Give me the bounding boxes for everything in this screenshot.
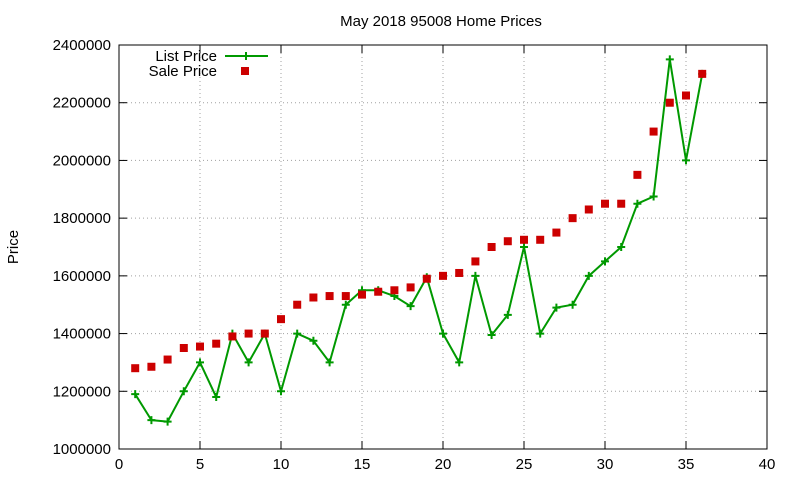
list-price-point bbox=[244, 358, 253, 367]
legend: List Price Sale Price bbox=[149, 48, 268, 80]
sale-price-point bbox=[503, 237, 512, 246]
sale-price-point bbox=[341, 292, 350, 301]
list-price-point bbox=[601, 257, 609, 266]
x-tick-label: 20 bbox=[435, 456, 452, 473]
list-price-point bbox=[212, 393, 221, 402]
sale-price-point bbox=[665, 98, 674, 107]
list-price-point bbox=[552, 303, 561, 312]
y-tick-label: 1000000 bbox=[53, 441, 111, 458]
sale-price-point bbox=[584, 205, 593, 214]
sale-price-point bbox=[422, 274, 431, 283]
list-price-point bbox=[147, 416, 156, 425]
sale-price-point bbox=[471, 257, 480, 266]
list-price-line bbox=[134, 58, 704, 423]
y-tick-label: 2400000 bbox=[53, 37, 111, 54]
list-price-point bbox=[325, 358, 334, 367]
list-price-point bbox=[309, 336, 318, 345]
sale-price-point bbox=[455, 268, 464, 277]
sale-price-point bbox=[649, 127, 658, 136]
list-price-point bbox=[617, 243, 626, 251]
sale-price-point bbox=[131, 364, 140, 373]
x-tick-label: 40 bbox=[759, 456, 776, 473]
list-price-point bbox=[341, 300, 350, 309]
list-price-point bbox=[406, 302, 415, 311]
list-price-point bbox=[277, 387, 285, 396]
axis-ticks: 1000000 1200000 1400000 1600000 1800000 20000… bbox=[53, 37, 776, 473]
sale-price-point bbox=[487, 243, 496, 251]
sale-price-point bbox=[568, 214, 577, 223]
legend-label-list-price: List Price bbox=[155, 48, 217, 65]
sale-price-point bbox=[682, 91, 690, 100]
sale-price-point bbox=[212, 339, 221, 348]
y-tick-label: 1600000 bbox=[53, 268, 111, 285]
sale-price-point bbox=[325, 292, 334, 301]
x-tick-label: 30 bbox=[597, 456, 614, 473]
list-price-point bbox=[439, 329, 447, 338]
x-tick-label: 35 bbox=[678, 456, 695, 473]
sale-price-point bbox=[552, 228, 561, 237]
sale-price-point bbox=[617, 199, 626, 208]
sale-price-point bbox=[520, 235, 528, 244]
x-tick-label: 15 bbox=[354, 456, 371, 473]
legend-marker-sale-price bbox=[241, 67, 249, 75]
series bbox=[131, 55, 707, 426]
list-price-point bbox=[568, 300, 577, 309]
y-tick-label: 2200000 bbox=[53, 95, 111, 112]
sale-price-point bbox=[228, 332, 237, 341]
y-tick-label: 1800000 bbox=[53, 210, 111, 227]
grid bbox=[119, 45, 767, 449]
sale-price-point bbox=[179, 344, 188, 352]
sale-price-point bbox=[147, 362, 156, 371]
sale-price-point bbox=[439, 271, 447, 280]
list-price-point bbox=[196, 358, 204, 367]
sale-price-point bbox=[536, 235, 545, 244]
sale-price-point bbox=[358, 290, 366, 299]
list-price-point bbox=[293, 329, 302, 338]
list-price-point bbox=[665, 55, 674, 64]
list-price-point bbox=[503, 310, 512, 319]
sale-price-point bbox=[309, 293, 318, 302]
x-tick-label: 0 bbox=[115, 456, 123, 473]
list-price-point bbox=[455, 358, 464, 367]
list-price-point bbox=[649, 192, 658, 201]
y-tick-label: 2000000 bbox=[53, 152, 111, 169]
sale-price-point bbox=[374, 287, 383, 296]
y-axis-label: Price bbox=[5, 230, 22, 264]
sale-price-point bbox=[260, 329, 269, 338]
sale-price-point bbox=[277, 315, 285, 324]
chart-title: May 2018 95008 Home Prices bbox=[340, 13, 542, 30]
sale-price-point bbox=[601, 199, 609, 208]
x-tick-label: 10 bbox=[273, 456, 290, 473]
y-tick-label: 1400000 bbox=[53, 326, 111, 343]
sale-price-point bbox=[163, 355, 172, 364]
sale-price-point bbox=[698, 69, 707, 78]
list-price-point bbox=[471, 271, 480, 280]
legend-label-sale-price: Sale Price bbox=[149, 63, 217, 80]
list-price-point bbox=[633, 199, 642, 208]
legend-marker-list-price bbox=[242, 52, 250, 60]
sale-price-point bbox=[406, 283, 415, 292]
sale-price-point bbox=[293, 300, 302, 309]
x-tick-label: 25 bbox=[516, 456, 533, 473]
sale-price-point bbox=[196, 342, 204, 351]
sale-price-point bbox=[390, 286, 399, 295]
list-price-point bbox=[131, 390, 140, 399]
sale-price-point bbox=[244, 329, 253, 338]
list-price-point bbox=[536, 329, 545, 338]
list-price-point bbox=[520, 243, 528, 251]
list-price-point bbox=[163, 417, 172, 426]
list-price-point bbox=[179, 387, 188, 396]
y-tick-label: 1200000 bbox=[53, 383, 111, 400]
sale-price-point bbox=[633, 170, 642, 179]
list-price-point bbox=[584, 271, 593, 280]
list-price-point bbox=[682, 156, 690, 165]
x-tick-label: 5 bbox=[196, 456, 204, 473]
list-price-point bbox=[487, 331, 496, 340]
